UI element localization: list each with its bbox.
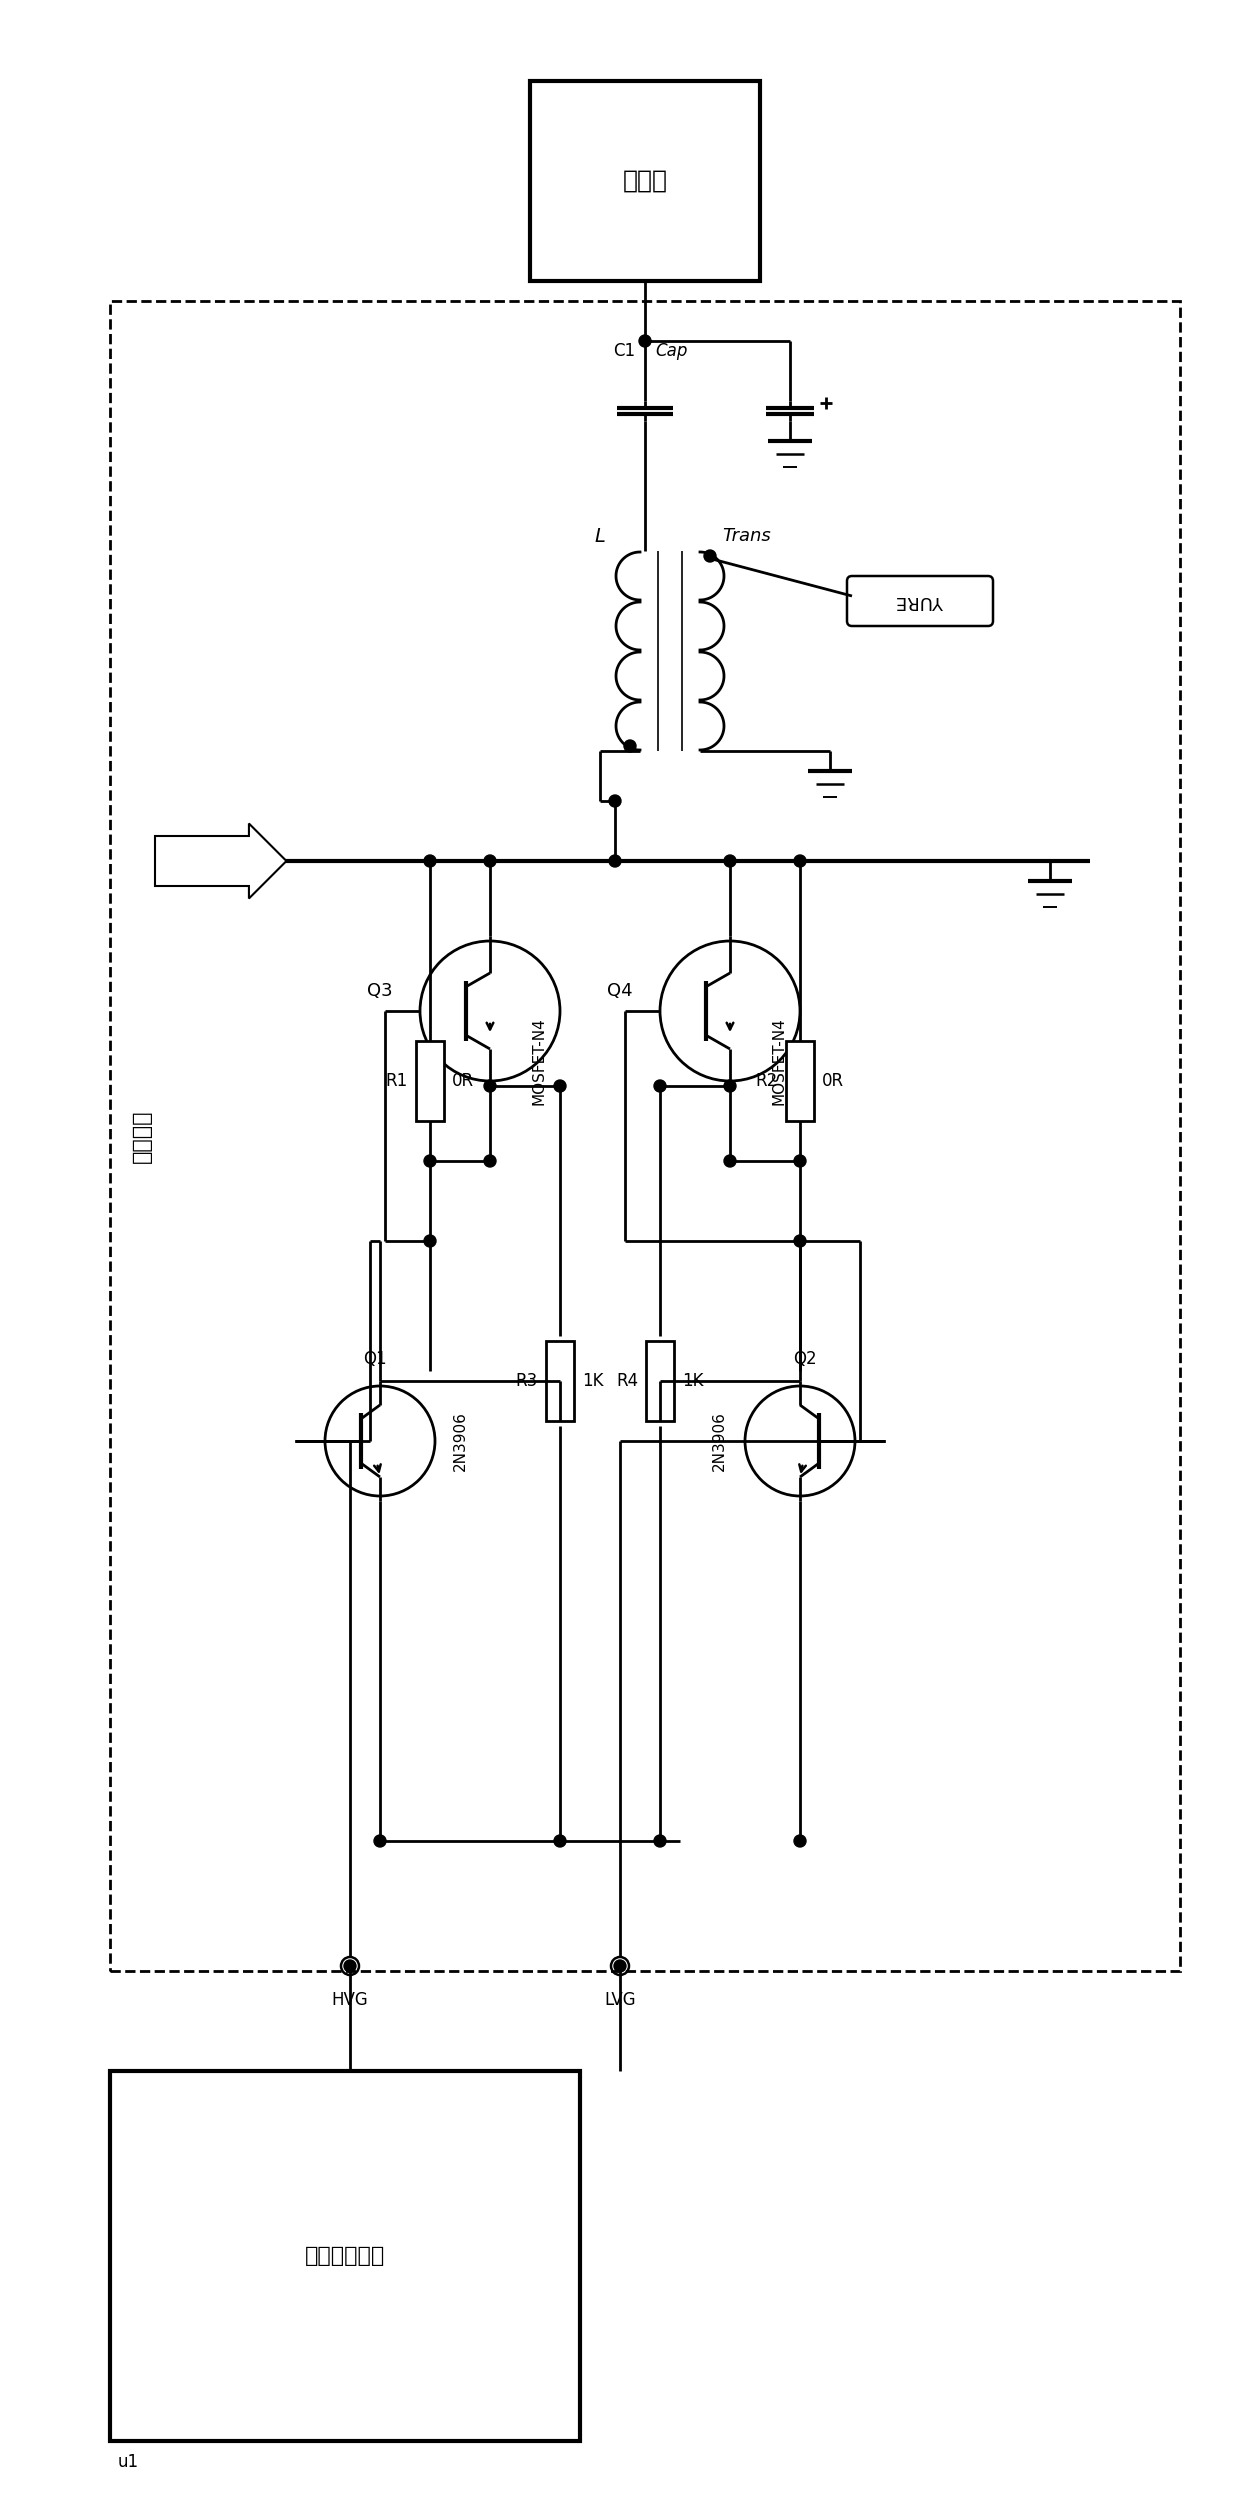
Circle shape [424, 1235, 436, 1248]
Circle shape [344, 1961, 356, 1971]
Text: R1: R1 [386, 1073, 408, 1090]
Circle shape [424, 1155, 436, 1168]
Circle shape [724, 855, 736, 868]
Circle shape [654, 1080, 666, 1093]
Text: R2: R2 [756, 1073, 778, 1090]
FancyBboxPatch shape [847, 575, 993, 625]
Circle shape [609, 795, 622, 808]
Text: 荧光灯: 荧光灯 [623, 170, 668, 193]
Text: YURE: YURE [896, 593, 943, 610]
Circle shape [794, 1836, 806, 1848]
Bar [110, 300, 1181, 1971]
Bar [530, 80, 760, 280]
Circle shape [624, 740, 636, 753]
Text: 1K: 1K [582, 1373, 604, 1391]
Bar [786, 1040, 814, 1120]
Circle shape [794, 855, 806, 868]
Circle shape [374, 1836, 386, 1848]
Text: HVG: HVG [332, 1991, 368, 2008]
Circle shape [704, 550, 716, 563]
Text: Trans: Trans [723, 528, 771, 545]
Circle shape [794, 1155, 806, 1168]
Circle shape [554, 1836, 567, 1848]
Text: Q1: Q1 [363, 1351, 387, 1368]
Text: u1: u1 [119, 2453, 139, 2471]
Text: L: L [594, 528, 605, 545]
Bar [547, 1341, 574, 1421]
FancyArrowPatch shape [167, 848, 247, 875]
Circle shape [484, 855, 495, 868]
Text: 2N3906: 2N3906 [453, 1411, 468, 1471]
Circle shape [484, 1080, 495, 1093]
Text: C1: C1 [613, 343, 635, 360]
Text: Q3: Q3 [367, 983, 393, 1000]
Circle shape [654, 1836, 666, 1848]
Circle shape [609, 855, 622, 868]
Circle shape [484, 1155, 495, 1168]
Text: Cap: Cap [655, 343, 688, 360]
Text: MOSFET-N4: MOSFET-N4 [771, 1018, 786, 1105]
Circle shape [614, 1961, 626, 1971]
Text: 微控制处理器: 微控制处理器 [305, 2246, 386, 2266]
Bar [416, 1040, 444, 1120]
Circle shape [724, 1155, 736, 1168]
Circle shape [794, 1235, 806, 1248]
Text: R4: R4 [615, 1373, 638, 1391]
Text: 1K: 1K [681, 1373, 704, 1391]
Text: MOSFET-N4: MOSFET-N4 [532, 1018, 547, 1105]
Circle shape [424, 855, 436, 868]
FancyBboxPatch shape [155, 823, 287, 898]
Text: LVG: LVG [604, 1991, 635, 2008]
Text: 0R: 0R [822, 1073, 844, 1090]
Text: 0R: 0R [452, 1073, 474, 1090]
Text: 2N3906: 2N3906 [713, 1411, 728, 1471]
Circle shape [639, 335, 651, 348]
Circle shape [554, 1080, 567, 1093]
Text: Q4: Q4 [608, 983, 633, 1000]
Text: Q2: Q2 [794, 1351, 816, 1368]
Text: 400V: 400V [181, 853, 225, 870]
Bar [110, 2071, 580, 2441]
Circle shape [724, 1080, 736, 1093]
Text: R3: R3 [515, 1373, 538, 1391]
Text: 驱动电路: 驱动电路 [132, 1110, 152, 1163]
Bar [646, 1341, 674, 1421]
